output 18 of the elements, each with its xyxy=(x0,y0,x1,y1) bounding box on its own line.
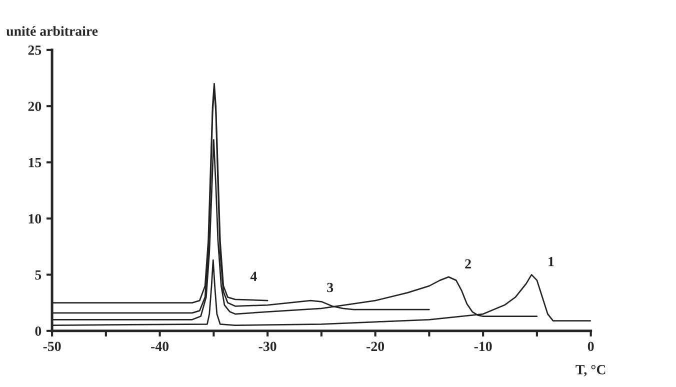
series-label: 4 xyxy=(250,272,257,281)
y-tick-label: 25 xyxy=(28,46,42,55)
y-tick-label: 0 xyxy=(35,326,42,336)
series-label: 2 xyxy=(465,259,471,268)
y-tick-label: 5 xyxy=(35,270,42,280)
y-tick-label: 15 xyxy=(28,158,42,168)
x-tick-label: 0 xyxy=(588,342,594,352)
x-tick-label: -50 xyxy=(43,342,61,352)
x-tick-label: -40 xyxy=(151,342,169,352)
y-axis-title: unité arbitraire xyxy=(6,26,98,36)
x-tick-label: -20 xyxy=(366,342,384,352)
x-axis-title: T, °C xyxy=(576,365,606,376)
series-label: 3 xyxy=(327,282,334,292)
y-tick-label: 20 xyxy=(28,102,42,112)
y-tick-label: 10 xyxy=(28,214,42,224)
series-label: 1 xyxy=(548,257,554,266)
x-tick-label: -30 xyxy=(258,342,276,352)
x-tick-label: -10 xyxy=(474,342,492,352)
